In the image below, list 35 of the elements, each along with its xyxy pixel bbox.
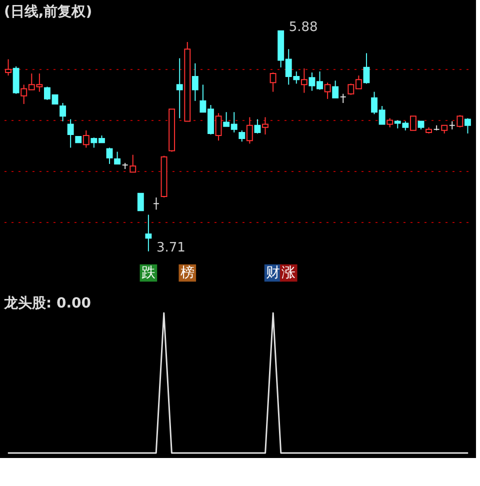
chart-title: 龙头股: 0.00 bbox=[3, 295, 92, 312]
candlestick bbox=[363, 52, 370, 84]
candlestick bbox=[67, 118, 74, 148]
candlestick bbox=[82, 130, 90, 148]
candlestick bbox=[176, 58, 183, 119]
candlestick bbox=[106, 147, 113, 164]
candlestick bbox=[300, 68, 308, 94]
text: 跌 bbox=[141, 265, 156, 281]
candlestick bbox=[464, 118, 471, 134]
candlestick bbox=[145, 214, 152, 252]
candlestick bbox=[130, 154, 136, 173]
candlestick bbox=[332, 80, 339, 98]
candlestick bbox=[254, 118, 261, 134]
text: 涨 bbox=[282, 265, 296, 281]
candlestick bbox=[262, 116, 268, 135]
text: 榜 bbox=[180, 265, 194, 281]
annotation: 3.71 bbox=[156, 240, 186, 256]
text: 财 bbox=[266, 265, 280, 281]
candlestick bbox=[60, 102, 66, 122]
candlestick bbox=[246, 116, 253, 144]
candlestick bbox=[137, 192, 144, 212]
candlestick bbox=[5, 58, 12, 76]
annotation: 5.88 bbox=[288, 20, 318, 35]
candlestick bbox=[340, 93, 346, 104]
candlestick bbox=[386, 118, 394, 128]
candlestick bbox=[324, 82, 331, 100]
candlestick bbox=[215, 112, 222, 142]
candlestick bbox=[114, 151, 121, 164]
chart-title: (日线,前复权) bbox=[4, 4, 92, 20]
candlestick bbox=[153, 196, 160, 210]
candlestick bbox=[456, 114, 464, 128]
candlestick bbox=[410, 116, 416, 131]
candlestick bbox=[192, 62, 198, 102]
candlestick bbox=[270, 72, 276, 92]
candlestick bbox=[238, 130, 246, 142]
